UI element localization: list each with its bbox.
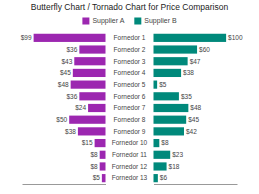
bar: [78, 127, 106, 135]
data-label: $36: [67, 93, 78, 100]
bar: [154, 81, 158, 89]
bar: [74, 57, 105, 65]
category-label: Fornedor 13: [112, 174, 148, 181]
bar: [79, 92, 105, 100]
bar: [154, 34, 227, 42]
data-label: $43: [61, 58, 72, 65]
data-label: $6: [160, 174, 168, 181]
bar: [69, 116, 105, 124]
bar: [154, 57, 188, 65]
bar: [154, 69, 182, 77]
category-label: Fornedor 1: [114, 34, 146, 41]
category-label: Fornedor 6: [114, 93, 146, 100]
chart: Butterfly Chart / Tornado Chart for Pric…: [0, 0, 259, 194]
bars: [34, 34, 226, 182]
data-label: $5: [93, 174, 101, 181]
legend-swatch: [134, 18, 141, 25]
bar: [154, 151, 171, 159]
legend-swatch: [82, 18, 89, 25]
bar: [88, 104, 105, 112]
bar: [95, 139, 106, 147]
bar: [154, 45, 198, 53]
data-label: $99: [21, 34, 32, 41]
bar: [154, 162, 167, 170]
x-axis: [154, 184, 238, 185]
category-label: Fornedor 3: [114, 58, 146, 65]
category-label: Fornedor 4: [114, 69, 146, 76]
axis-line: [154, 184, 238, 185]
data-label: $38: [65, 128, 76, 135]
data-label: $42: [186, 128, 197, 135]
bar: [154, 104, 189, 112]
data-label: $47: [190, 58, 201, 65]
category-label: Fornedor 11: [112, 151, 147, 158]
category-label: Fornedor 7: [114, 104, 146, 111]
category-label: Fornedor 8: [114, 116, 146, 123]
category-label: Fornedor 9: [114, 128, 146, 135]
data-label: $18: [169, 163, 180, 170]
title: Butterfly Chart / Tornado Chart for Pric…: [31, 2, 229, 12]
data-label: $45: [188, 116, 199, 123]
category-label: Fornedor 5: [114, 81, 146, 88]
legend-item: Supplier A: [82, 17, 124, 25]
axis-line: [23, 184, 107, 185]
data-label: $38: [183, 69, 194, 76]
legend: Supplier A Supplier B: [82, 17, 177, 25]
legend-item: Supplier B: [134, 17, 177, 25]
data-label: $24: [75, 104, 86, 111]
bar: [102, 174, 106, 182]
data-label: $45: [60, 69, 71, 76]
data-label: $35: [181, 93, 192, 100]
data-label: $23: [172, 151, 183, 158]
category-label: Fornedor 10: [112, 139, 148, 146]
bar: [79, 45, 105, 53]
data-label: $60: [199, 46, 210, 53]
data-label: $15: [82, 139, 93, 146]
data-label: $50: [56, 116, 67, 123]
x-axis: [23, 184, 107, 185]
labels: Fornedor 1 Fornedor 2 Fornedor 3 Fornedor 4…: [21, 34, 243, 181]
data-label: $8: [161, 139, 169, 146]
data-label: $48: [58, 81, 69, 88]
bar: [100, 151, 106, 159]
legend-label: Supplier B: [144, 17, 177, 25]
category-label: Fornedor 12: [112, 163, 148, 170]
bar: [154, 139, 160, 147]
data-label: $8: [90, 151, 98, 158]
data-label: $48: [190, 104, 201, 111]
data-label: $100: [228, 34, 243, 41]
bar: [154, 92, 179, 100]
data-label: $5: [159, 81, 167, 88]
bar: [154, 127, 184, 135]
bar: [154, 174, 158, 182]
data-label: $8: [90, 163, 98, 170]
category-label: Fornedor 2: [114, 46, 146, 53]
legend-label: Supplier A: [92, 17, 124, 25]
data-label: $36: [67, 46, 78, 53]
bar: [71, 81, 106, 89]
bar: [100, 162, 106, 170]
bar: [73, 69, 106, 77]
bar: [34, 34, 106, 42]
bar: [154, 116, 187, 124]
